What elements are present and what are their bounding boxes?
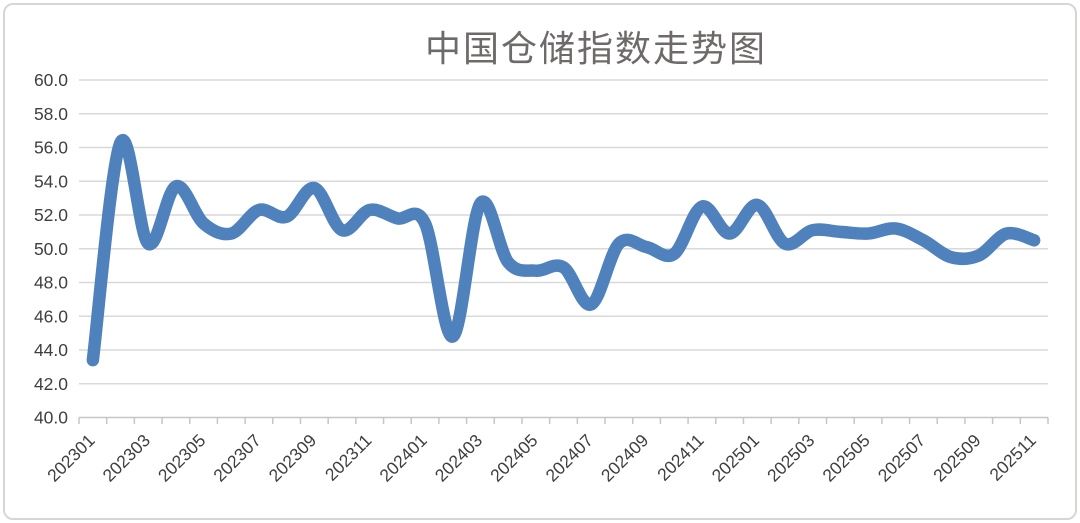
x-axis-tick-label: 202303	[99, 430, 154, 485]
y-axis-tick-label: 54.0	[34, 171, 68, 191]
y-axis-tick-label: 60.0	[34, 70, 68, 90]
x-axis-tick-label: 202301	[43, 430, 98, 485]
x-axis-tick-label: 202505	[818, 430, 873, 485]
y-axis-tick-label: 56.0	[34, 138, 68, 158]
x-axis-tick-label: 202509	[929, 430, 984, 485]
y-axis-tick-label: 48.0	[34, 273, 68, 293]
y-axis-tick-label: 46.0	[34, 306, 68, 326]
x-axis-tick-label: 202507	[874, 430, 929, 485]
x-axis-tick-label: 202311	[321, 430, 376, 485]
x-axis-tick-label: 202503	[763, 430, 818, 485]
x-axis-tick-label: 202307	[209, 430, 264, 485]
series-line-warehousing-index	[86, 133, 1041, 367]
x-axis-tick-label: 202405	[486, 430, 541, 485]
x-axis-tick-label: 202409	[597, 430, 652, 485]
x-axis-tick-label: 202403	[431, 430, 486, 485]
x-axis-tick-label: 202305	[154, 430, 209, 485]
chart-frame	[3, 3, 1077, 520]
x-axis-tick-label: 202501	[708, 430, 763, 485]
y-axis-tick-label: 42.0	[34, 374, 68, 394]
x-axis-tick-label: 202511	[985, 430, 1040, 485]
y-axis-tick-label: 40.0	[34, 408, 68, 428]
x-axis-tick-label: 202401	[375, 430, 430, 485]
y-axis-tick-label: 52.0	[34, 205, 68, 225]
y-axis-tick-label: 50.0	[34, 239, 68, 259]
x-axis-tick-label: 202407	[542, 430, 597, 485]
x-axis-tick-label: 202411	[653, 430, 708, 485]
y-axis-tick-label: 44.0	[34, 340, 68, 360]
x-axis-tick-label: 202309	[265, 430, 320, 485]
y-axis-tick-label: 58.0	[34, 104, 68, 124]
chart-title: 中国仓储指数走势图	[424, 29, 767, 69]
